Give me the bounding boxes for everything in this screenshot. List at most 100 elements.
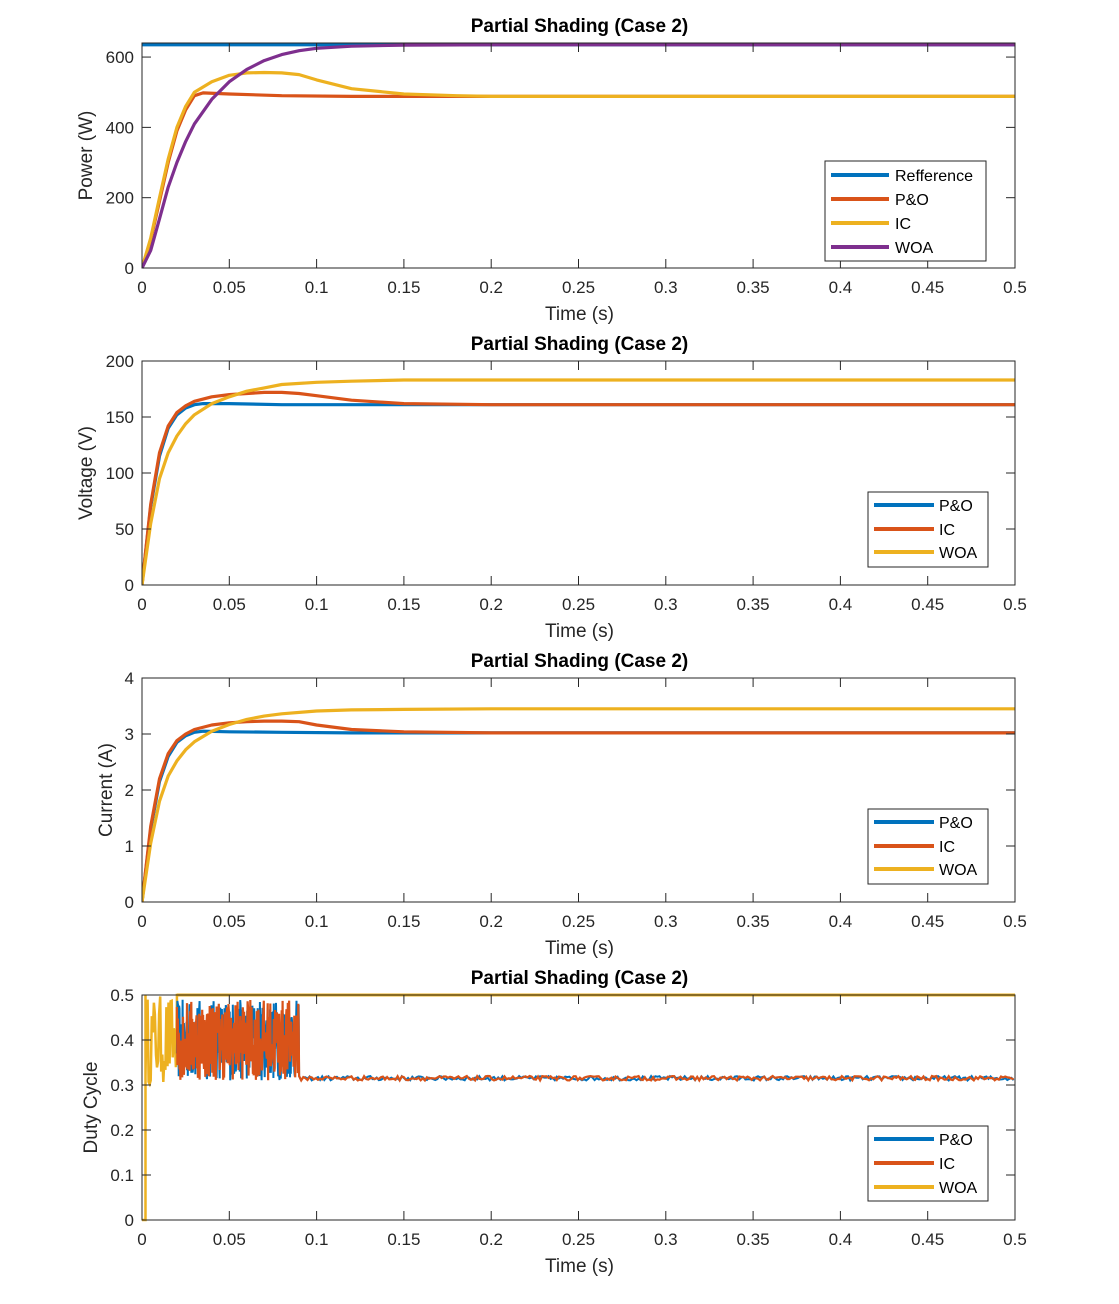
y-tick-label: 3 xyxy=(125,725,134,744)
x-tick-label: 0.5 xyxy=(1003,912,1027,931)
y-axis-label: Current (A) xyxy=(96,743,117,837)
x-tick-label: 0.4 xyxy=(829,912,853,931)
legend: P&O IC WOA xyxy=(867,491,989,568)
plot-panel-2: 0 0.05 0.1 0.15 0.2 0.25 0.3 0.35 0.4 0.45 0.5 0 50 1… xyxy=(76,334,1027,642)
x-tick-label: 0.15 xyxy=(387,278,420,297)
y-tick-label: 0 xyxy=(125,259,134,278)
x-tick-label: 0.25 xyxy=(562,912,595,931)
series-line-woa xyxy=(142,378,1015,586)
x-tick-label: 0 xyxy=(137,595,146,614)
x-tick-label: 0 xyxy=(137,278,146,297)
legend-label: IC xyxy=(895,216,911,233)
legend-label: IC xyxy=(939,1156,955,1173)
y-tick-label: 0.4 xyxy=(110,1031,134,1050)
x-tick-label: 0.4 xyxy=(829,278,853,297)
x-tick-label: 0.35 xyxy=(737,1230,770,1249)
y-tick-label: 0.5 xyxy=(110,986,134,1005)
y-tick-label: 0 xyxy=(125,1211,134,1230)
legend-label: P&O xyxy=(939,1132,973,1149)
y-axis-label: Power (W) xyxy=(76,111,97,201)
x-axis-label: Time (s) xyxy=(545,1256,614,1277)
x-tick-label: 0.05 xyxy=(213,912,246,931)
plot-panel-3: 0 0.05 0.1 0.15 0.2 0.25 0.3 0.35 0.4 0.45 0.5 0 1 2 3… xyxy=(96,651,1027,959)
legend-label: IC xyxy=(939,522,955,539)
legend-label: Refference xyxy=(895,168,973,185)
y-tick-label: 0 xyxy=(125,893,134,912)
series-line-woa xyxy=(142,993,1015,1222)
x-tick-label: 0.2 xyxy=(479,1230,503,1249)
series-group xyxy=(142,707,1015,903)
x-tick-label: 0.1 xyxy=(305,278,329,297)
series-line-woa xyxy=(142,707,1015,903)
x-axis-label: Time (s) xyxy=(545,938,614,959)
x-tick-label: 0 xyxy=(137,1230,146,1249)
x-tick-label: 0.45 xyxy=(911,595,944,614)
series-group xyxy=(142,43,1015,269)
x-tick-label: 0.35 xyxy=(737,278,770,297)
y-tick-label: 400 xyxy=(106,118,134,137)
legend-label: P&O xyxy=(939,815,973,832)
x-tick-label: 0.2 xyxy=(479,278,503,297)
x-axis-label: Time (s) xyxy=(545,304,614,325)
plot-panel-1: 0 0.05 0.1 0.15 0.2 0.25 0.3 0.35 0.4 0.45 0.5 0 200… xyxy=(76,16,1027,325)
legend-label: WOA xyxy=(939,1180,978,1197)
y-tick-label: 0.3 xyxy=(110,1076,134,1095)
x-tick-label: 0.15 xyxy=(387,1230,420,1249)
x-tick-label: 0.15 xyxy=(387,912,420,931)
x-tick-label: 0.05 xyxy=(213,278,246,297)
x-tick-label: 0.2 xyxy=(479,595,503,614)
legend-label: P&O xyxy=(939,498,973,515)
legend-label: P&O xyxy=(895,192,929,209)
series-group xyxy=(142,378,1015,586)
legend: P&O IC WOA xyxy=(867,1125,989,1202)
plot-panel-4: 0 0.05 0.1 0.15 0.2 0.25 0.3 0.35 0.4 0.45 0.5 0 0.1… xyxy=(81,968,1027,1277)
x-tick-label: 0.1 xyxy=(305,1230,329,1249)
y-tick-label: 0 xyxy=(125,576,134,595)
y-axis-label: Voltage (V) xyxy=(76,426,97,520)
chart-title: Partial Shading (Case 2) xyxy=(471,651,689,672)
y-tick-label: 0.2 xyxy=(110,1121,134,1140)
x-tick-label: 0.45 xyxy=(911,912,944,931)
legend-label: WOA xyxy=(895,240,934,257)
x-tick-label: 0.05 xyxy=(213,1230,246,1249)
x-tick-label: 0.45 xyxy=(911,278,944,297)
x-tick-label: 0.3 xyxy=(654,595,678,614)
x-tick-label: 0.4 xyxy=(829,1230,853,1249)
x-tick-label: 0.25 xyxy=(562,278,595,297)
series-line-ic xyxy=(142,70,1015,269)
x-tick-label: 0.5 xyxy=(1003,278,1027,297)
y-tick-label: 2 xyxy=(125,781,134,800)
legend-box xyxy=(824,160,987,262)
x-tick-label: 0.1 xyxy=(305,912,329,931)
legend: P&O IC WOA xyxy=(867,808,989,885)
x-tick-label: 0.25 xyxy=(562,595,595,614)
x-tick-label: 0.45 xyxy=(911,1230,944,1249)
chart-title: Partial Shading (Case 2) xyxy=(471,334,689,355)
x-tick-label: 0.3 xyxy=(654,278,678,297)
chart-title: Partial Shading (Case 2) xyxy=(471,16,689,37)
series-line-ic xyxy=(175,999,1014,1083)
legend-label: IC xyxy=(939,839,955,856)
y-tick-label: 1 xyxy=(125,837,134,856)
x-tick-label: 0.35 xyxy=(737,595,770,614)
x-tick-label: 0.15 xyxy=(387,595,420,614)
y-tick-label: 600 xyxy=(106,48,134,67)
x-tick-label: 0.05 xyxy=(213,595,246,614)
chart-title: Partial Shading (Case 2) xyxy=(471,968,689,989)
x-tick-label: 0.5 xyxy=(1003,595,1027,614)
y-tick-label: 200 xyxy=(106,189,134,208)
legend-label: WOA xyxy=(939,862,978,879)
y-tick-label: 100 xyxy=(106,464,134,483)
x-tick-label: 0.35 xyxy=(737,912,770,931)
x-tick-label: 0.25 xyxy=(562,1230,595,1249)
x-tick-label: 0.2 xyxy=(479,912,503,931)
legend: Refference P&O IC WOA xyxy=(824,160,987,262)
legend-label: WOA xyxy=(939,545,978,562)
x-tick-label: 0.3 xyxy=(654,912,678,931)
x-tick-label: 0.5 xyxy=(1003,1230,1027,1249)
y-tick-label: 4 xyxy=(125,669,134,688)
y-tick-label: 50 xyxy=(115,520,134,539)
series-line-woa xyxy=(142,43,1015,269)
x-axis-label: Time (s) xyxy=(545,621,614,642)
